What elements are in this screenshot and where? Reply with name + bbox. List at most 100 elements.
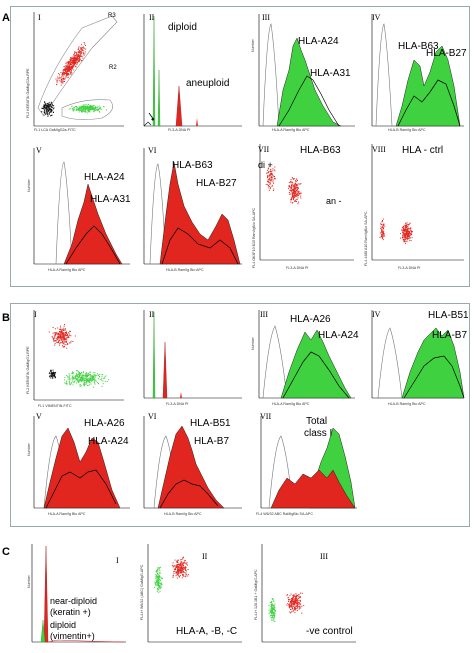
b1-ylabel: FL2 KERATIN GaMIgG1-RPE: [26, 346, 30, 394]
a3-ann-2: HLA-A31: [310, 68, 351, 79]
b7-roman: VII: [260, 412, 272, 421]
a-panel-ii-dna-histogram: [136, 10, 244, 132]
b-panel-vii-histogram: [249, 412, 359, 516]
c3-scatter-dots: [268, 592, 305, 622]
section-a-label: A: [2, 12, 10, 24]
a2-xlabel: FL3-A DNA PI: [168, 128, 191, 132]
b1-xlabel: FL1 VIMENTIN-FITC: [38, 404, 72, 408]
a1-ylabel: FL2 KERATIN GaMIgG2a-RPE: [26, 68, 30, 118]
b5-xlabel: HLA-A Ram/Ig Bio APC: [48, 512, 86, 516]
b5-roman: V: [36, 412, 42, 421]
c2-ann-1: HLA-A, -B, -C: [176, 626, 238, 637]
c-panel-iii-scatter: [250, 540, 358, 648]
b7-ann-2: class I: [304, 428, 333, 439]
a7-title: HLA-B63: [300, 145, 341, 156]
c1-ann-3: diploid: [50, 620, 77, 630]
b-panel-i-scatter: [22, 306, 127, 408]
a3-ann-1: HLA-A24: [298, 36, 339, 47]
c2-roman: II: [202, 552, 208, 561]
a7-ann-di: di +: [258, 160, 273, 170]
a2-roman: II: [149, 13, 155, 22]
a7-ylabel: FL4 OK3F10 B15 Ram/IgBio SA-APC: [252, 207, 256, 268]
c1-ann-1: near-diploid: [50, 596, 98, 606]
b6-roman: VI: [148, 412, 157, 421]
a7-xlabel: FL3-A DNA PI: [286, 266, 309, 270]
b4-xlabel: HLA-B Ram/Ig Bio APC: [388, 402, 426, 406]
b4-roman: IV: [372, 310, 381, 319]
a-panel-vii-scatter: [250, 140, 356, 270]
c3-ann-1: -ve control: [306, 626, 353, 637]
a5-ann-2: HLA-A31: [90, 194, 131, 205]
c1-roman: I: [116, 556, 119, 565]
a4-xlabel: HLA-B Ram/Ig Bio APC: [388, 128, 426, 132]
a4-roman: IV: [372, 13, 381, 22]
b6-ann-1: HLA-B51: [190, 418, 231, 429]
b-panel-iv-histogram: [362, 306, 466, 406]
a4-ann-2: HLA-B27: [426, 48, 467, 59]
b3-ylabel: Number: [251, 337, 255, 350]
a6-ann-1: HLA-B63: [172, 160, 213, 171]
c3-ylabel: FL4-H 128.1B1 + GaMIgG-APC: [254, 569, 258, 620]
b-panel-ii-dna-histogram: [136, 306, 244, 406]
b6-ann-2: HLA-B7: [194, 436, 230, 447]
b-panel-v-histogram: [26, 412, 132, 516]
section-c-label: C: [2, 546, 10, 558]
c1-ann-2: (keratin +): [50, 607, 91, 617]
b2-roman: II: [149, 310, 155, 319]
b5-ylabel: Number: [27, 443, 31, 456]
a-panel-i-scatter: [22, 8, 127, 136]
c-panel-ii-scatter: [136, 540, 244, 648]
b7-xlabel: FL4 W6/32 ABC RaMIgBio SA-APC: [256, 512, 313, 516]
a-panel-v-histogram: [26, 144, 132, 272]
a4-ann-1: HLA-B63: [398, 41, 439, 52]
b3-ann-1: HLA-A26: [290, 314, 331, 325]
c1-ann-4: (vimentin+): [50, 631, 95, 641]
b3-xlabel: HLA-A Ram/Ig Bio APC: [272, 402, 310, 406]
a5-roman: V: [36, 146, 42, 155]
c3-roman: III: [320, 552, 328, 561]
a3-ylabel: Number: [251, 39, 255, 52]
a7-scatter-dots: [265, 165, 302, 205]
b3-roman: III: [260, 310, 268, 319]
a1-scatter-dots: [40, 42, 107, 117]
b3-ann-2: HLA-A24: [318, 330, 359, 341]
b-panel-iii-histogram: [249, 306, 357, 406]
a-panel-iv-histogram: [362, 10, 466, 132]
b1-scatter-dots: [48, 323, 110, 388]
b1-roman: I: [34, 310, 37, 319]
b7-ann-1: Total: [306, 416, 328, 427]
a7-ann-an: an -: [326, 196, 342, 206]
c1-ylabel: Number: [27, 575, 31, 588]
b-panel-vi-histogram: [136, 412, 244, 516]
a7-roman: VII: [258, 145, 270, 154]
a8-xlabel: FL3-A DNA PI: [398, 266, 421, 270]
b4-ann-1: HLA-B51: [428, 310, 469, 321]
a-panel-viii-scatter: [362, 140, 466, 270]
section-b-label: B: [2, 312, 10, 324]
c2-ylabel: FL4-H W6/32 (ABC) GaMIgG-APC: [140, 564, 144, 620]
a3-roman: III: [262, 13, 270, 22]
b5-ann-1: HLA-A26: [84, 418, 125, 429]
a6-ann-2: HLA-B27: [196, 178, 237, 189]
a8-scatter-dots: [379, 218, 414, 244]
a2-ann-aneuploid: aneuploid: [186, 78, 230, 89]
a5-ann-1: HLA-A24: [84, 172, 125, 183]
a2-ann-diploid: diploid: [168, 22, 197, 33]
b6-xlabel: HLA-B Ram/Ig Bio APC: [164, 512, 202, 516]
c-panel-i-histogram: [24, 540, 128, 648]
a5-xlabel: HLA-A Ram/Ig Bio APC: [48, 268, 86, 272]
a8-title: HLA - ctrl: [402, 145, 444, 156]
a-panel-vi-histogram: [136, 144, 244, 272]
a1-gate-r3: R3: [108, 13, 116, 19]
a3-xlabel: HLA-A Ram/Ig Bio APC: [272, 128, 310, 132]
a8-roman: VIII: [372, 145, 386, 154]
a1-roman: I: [38, 13, 41, 22]
a5-ylabel: Number: [27, 179, 31, 192]
a1-xlabel: FL1 LCA GaMIgG2a-FITC: [34, 128, 76, 132]
a-panel-iii-histogram: [249, 10, 357, 132]
b4-ann-2: HLA-B7: [432, 330, 468, 341]
a6-roman: VI: [148, 146, 157, 155]
a1-gate-r2: R2: [109, 65, 117, 71]
b2-xlabel: FL3-A DNA PI: [166, 402, 189, 406]
c2-scatter-dots: [154, 556, 189, 593]
